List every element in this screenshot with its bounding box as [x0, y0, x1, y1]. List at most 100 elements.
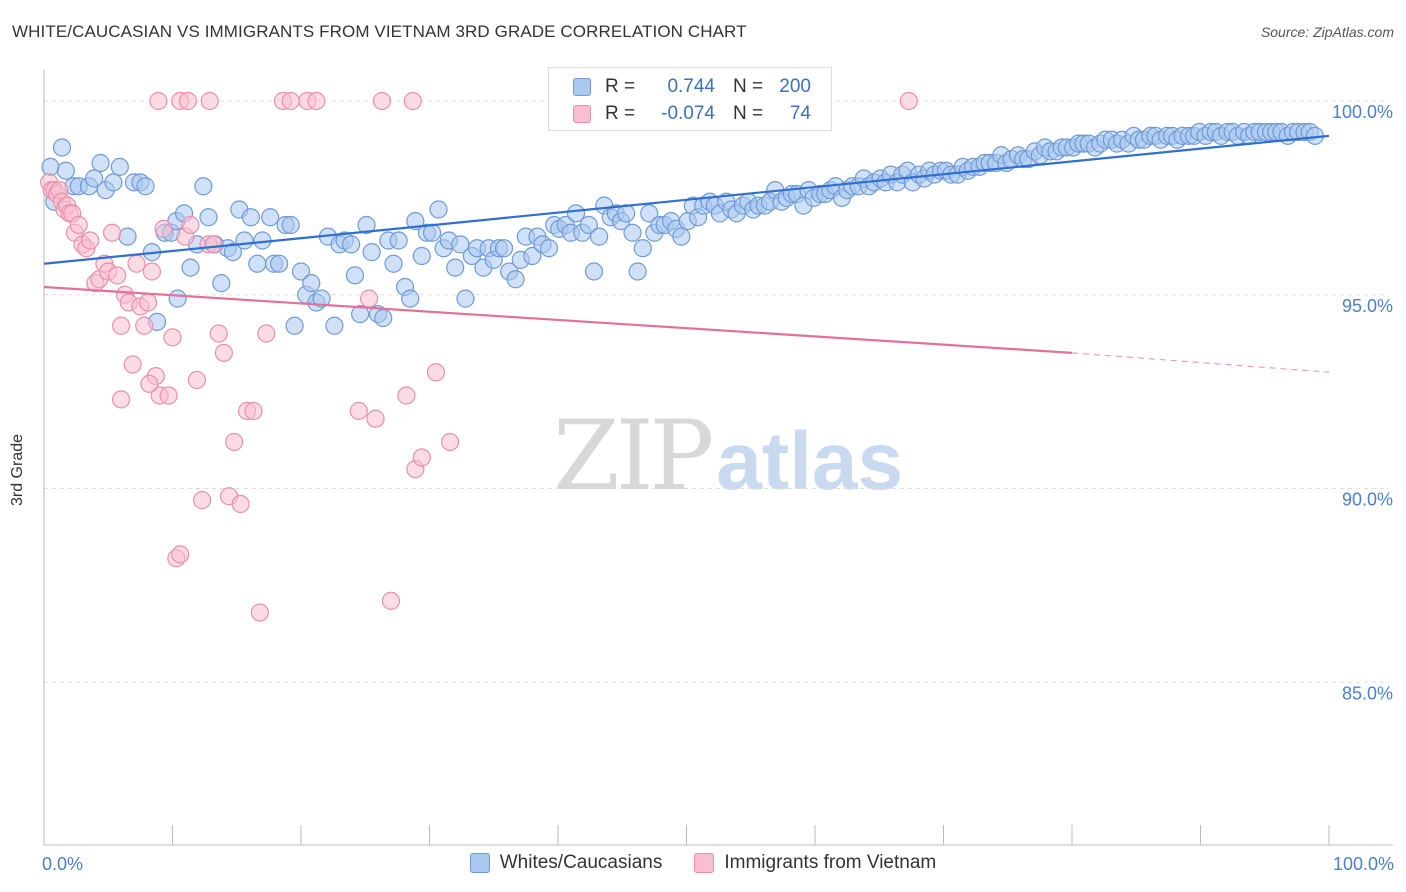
- y-axis-label: 3rd Grade: [9, 433, 26, 507]
- point-whites: [110, 157, 129, 176]
- point-vietnam: [142, 262, 162, 281]
- point-whites: [91, 153, 110, 173]
- point-vietnam: [214, 343, 233, 362]
- chart-title: WHITE/CAUCASIAN VS IMMIGRANTS FROM VIETN…: [12, 22, 747, 41]
- point-vietnam: [397, 386, 416, 405]
- legend-row-whites: R = 0.744 N = 200: [549, 74, 811, 100]
- grid-lines: [44, 100, 1389, 683]
- y-tick-label: 100.0%: [1332, 102, 1393, 122]
- point-whites: [628, 262, 647, 281]
- point-vietnam: [440, 432, 460, 452]
- point-vietnam: [403, 91, 422, 111]
- point-whites: [281, 215, 300, 235]
- trend-lines: [43, 134, 1330, 373]
- legend-swatch-pink: [694, 853, 715, 873]
- point-whites: [199, 208, 218, 227]
- x-tick-min: 0.0%: [42, 854, 84, 874]
- point-whites: [181, 258, 200, 277]
- point-vietnam: [372, 91, 392, 111]
- point-whites: [56, 161, 75, 180]
- point-vietnam: [154, 219, 173, 238]
- point-whites: [136, 177, 155, 196]
- point-whites: [579, 215, 598, 235]
- point-vietnam: [426, 363, 446, 382]
- point-vietnam: [103, 223, 122, 242]
- y-tick-labels: 85.0% 90.0% 95.0% 100.0%: [1332, 102, 1393, 703]
- point-vietnam: [149, 91, 168, 111]
- point-vietnam: [108, 266, 127, 285]
- point-whites: [168, 289, 187, 308]
- y-tick-label: 95.0%: [1342, 296, 1393, 316]
- legend-row-vietnam: R = -0.074 N = 74: [549, 101, 811, 127]
- point-whites: [456, 289, 475, 308]
- point-vietnam: [360, 289, 379, 308]
- point-whites: [235, 231, 254, 250]
- point-vietnam: [187, 370, 207, 390]
- point-vietnam: [281, 91, 300, 111]
- point-whites: [539, 239, 559, 258]
- legend-swatch-blue: [469, 853, 490, 873]
- legend-label-whites: Whites/Caucasians: [499, 852, 663, 873]
- point-whites: [429, 200, 448, 219]
- point-vietnam: [204, 235, 223, 254]
- point-whites: [640, 204, 659, 223]
- point-vietnam: [200, 91, 219, 111]
- point-vietnam: [69, 215, 88, 235]
- point-vietnam: [171, 545, 190, 564]
- point-vietnam: [159, 386, 178, 405]
- point-vietnam: [349, 401, 368, 421]
- legend-r-label: R =: [605, 103, 636, 124]
- point-whites: [357, 215, 376, 235]
- point-whites: [241, 208, 260, 227]
- point-whites: [248, 254, 267, 273]
- zipatlas-watermark: ZIPatlas: [553, 400, 903, 512]
- y-tick-label: 85.0%: [1342, 683, 1393, 703]
- source-credit: Source: ZipAtlas.com: [1260, 24, 1394, 40]
- legend-n-value: 74: [789, 103, 811, 124]
- point-vietnam: [366, 409, 385, 428]
- legend-n-value: 200: [779, 76, 811, 97]
- point-whites: [302, 274, 321, 293]
- point-whites: [104, 173, 123, 192]
- legend-r-value: -0.074: [661, 103, 715, 124]
- trend-line-whites: [43, 134, 1330, 265]
- point-whites: [401, 289, 420, 308]
- point-whites: [523, 246, 542, 266]
- point-whites: [389, 231, 408, 250]
- point-whites: [270, 254, 289, 273]
- point-vietnam: [111, 316, 131, 335]
- point-vietnam: [231, 494, 250, 514]
- point-whites: [312, 289, 331, 308]
- point-whites: [566, 204, 586, 223]
- point-vietnam: [192, 491, 212, 510]
- point-whites: [212, 274, 231, 293]
- point-vietnam: [381, 591, 401, 610]
- point-whites: [52, 138, 72, 157]
- legend-item-whites: Whites/Caucasians: [469, 852, 663, 874]
- trend-line-vietnam-extension: [1071, 352, 1330, 373]
- point-whites: [285, 316, 304, 335]
- point-whites: [85, 169, 104, 188]
- point-whites: [633, 239, 652, 258]
- legend-item-vietnam: Immigrants from Vietnam: [694, 852, 936, 874]
- point-whites: [584, 262, 604, 281]
- point-vietnam: [181, 215, 200, 235]
- point-whites: [261, 208, 280, 227]
- point-whites: [194, 177, 213, 196]
- y-tick-label: 90.0%: [1342, 490, 1393, 510]
- point-whites: [291, 262, 311, 281]
- watermark-zip: ZIP: [553, 400, 714, 512]
- point-whites: [446, 258, 465, 277]
- point-whites: [351, 305, 370, 324]
- point-vietnam: [111, 390, 131, 409]
- point-whites: [362, 243, 381, 262]
- point-vietnam: [135, 316, 154, 335]
- point-vietnam: [123, 355, 142, 374]
- point-whites: [345, 266, 365, 285]
- point-vietnam: [81, 231, 100, 250]
- legend-swatch-blue: [573, 78, 591, 96]
- legend-swatch-pink: [573, 105, 591, 123]
- point-whites: [384, 254, 403, 273]
- legend-r-value: 0.744: [667, 76, 715, 97]
- point-whites: [506, 270, 525, 289]
